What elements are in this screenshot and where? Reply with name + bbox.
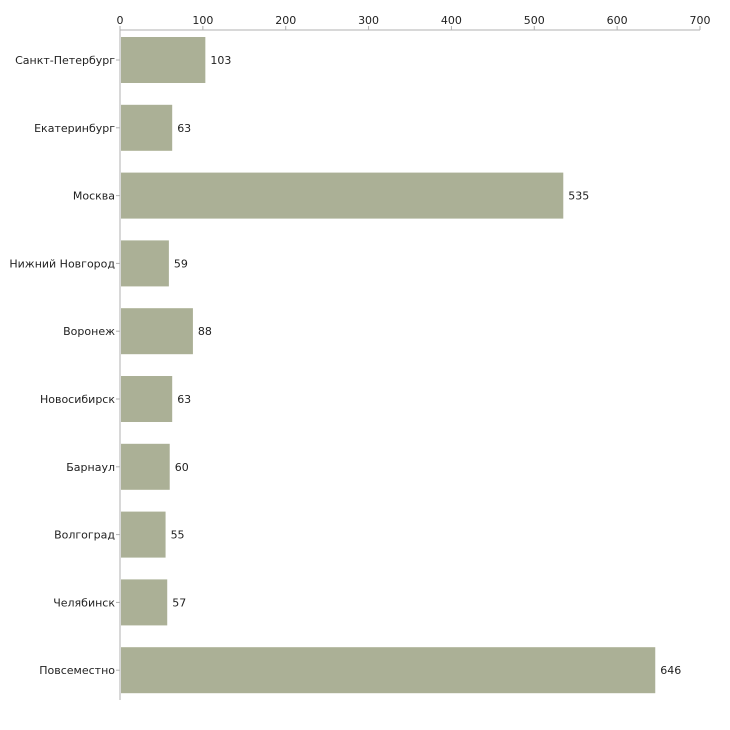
bar [121,376,173,422]
axes [116,29,700,700]
x-tick-label: 400 [441,14,462,27]
x-tick-label: 500 [524,14,545,27]
category-label: Челябинск [53,596,115,609]
category-label: Нижний Новгород [9,257,115,270]
data-label: 646 [660,664,681,677]
data-label: 55 [171,529,185,542]
data-label: 63 [177,122,191,135]
bar [121,443,170,490]
bar [121,579,168,626]
bar-series: Санкт-Петербург 103 Екатеринбург 63 Москва 53… [9,37,681,694]
bar [121,104,173,151]
category-label: Москва [73,190,115,203]
category-label: Барнаул [66,461,115,474]
bar [121,308,193,355]
category-label: Санкт-Петербург [15,54,115,67]
category-label: Воронеж [63,325,115,338]
x-tick-label: 0 [117,14,124,27]
x-tick-label: 200 [275,14,296,27]
data-label: 57 [172,596,186,609]
data-label: 63 [177,393,191,406]
data-label: 88 [198,325,212,338]
x-tick-label: 700 [690,14,711,27]
category-label: Новосибирск [40,393,115,406]
bar [121,172,564,219]
x-tick-label: 600 [607,14,628,27]
x-tick-label: 300 [358,14,379,27]
bar [121,37,206,83]
bar [121,647,656,694]
category-label: Повсеместно [39,664,115,677]
category-label: Волгоград [54,529,115,542]
x-tick-label: 100 [192,14,213,27]
bar [121,511,166,558]
data-label: 103 [210,54,231,67]
data-label: 535 [568,190,589,203]
category-label: Екатеринбург [34,122,115,135]
x-axis: 0 100 200 300 400 500 600 700 [117,14,711,30]
data-label: 60 [175,461,189,474]
data-label: 59 [174,257,188,270]
bar [121,240,169,287]
